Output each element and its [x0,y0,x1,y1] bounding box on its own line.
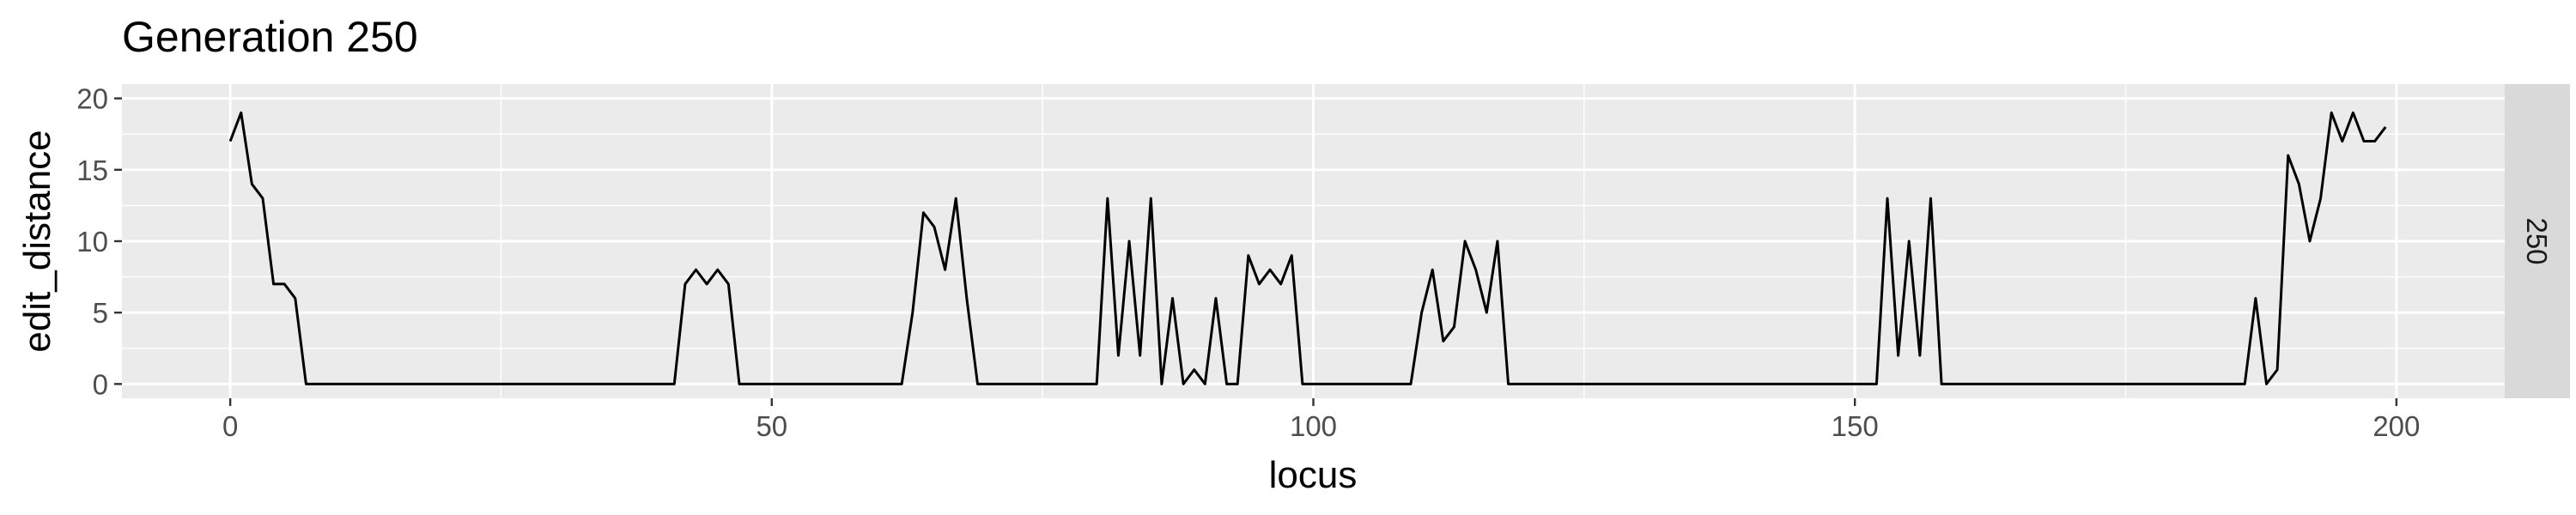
chart-title: Generation 250 [122,13,418,61]
facet-strip [2505,84,2570,398]
y-tick-label: 20 [76,83,108,115]
x-tick-label: 200 [2372,410,2420,442]
y-axis: 0 5 10 15 20 [76,83,122,400]
x-tick-label: 100 [1290,410,1337,442]
y-tick-label: 15 [76,154,108,186]
y-tick-label: 10 [76,226,108,258]
x-axis-title: locus [1269,454,1358,496]
facet-strip-label: 250 [2521,217,2553,264]
x-tick-label: 0 [222,410,238,442]
series-line [228,111,2387,385]
series-layer [228,111,2387,385]
x-tick-label: 50 [756,410,787,442]
y-tick-label: 0 [93,368,108,400]
x-tick-label: 150 [1832,410,1879,442]
y-tick-label: 5 [93,297,108,329]
x-axis: 0 50 100 150 200 [222,398,2420,442]
y-axis-title: edit_distance [16,130,58,352]
